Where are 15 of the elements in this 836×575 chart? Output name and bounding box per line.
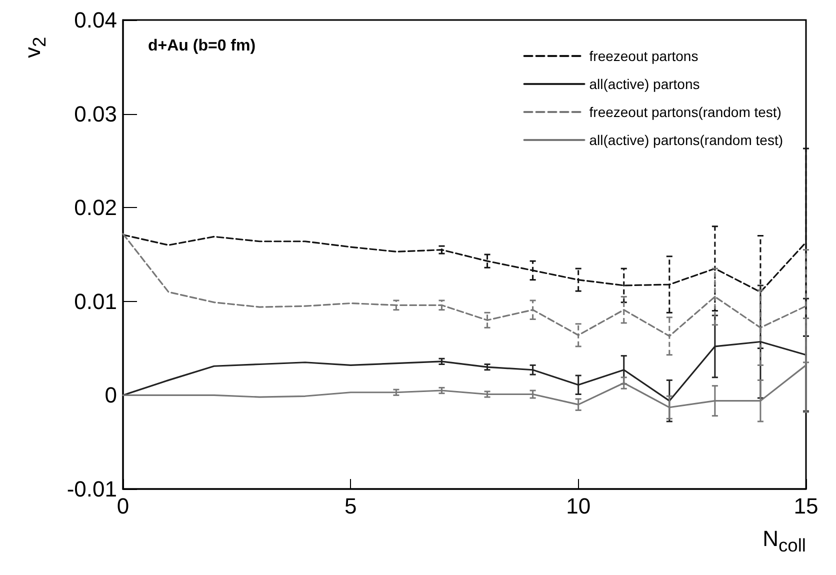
x-tick-label: 10: [566, 494, 591, 518]
y-tick-label: -0.01: [66, 476, 117, 502]
x-tick-label: 15: [794, 494, 818, 518]
x-tick-label: 5: [344, 494, 357, 518]
y-tick-label: 0.04: [74, 8, 117, 32]
legend-label: all(active) partons(random test): [589, 132, 784, 148]
y-tick-label: 0.03: [74, 101, 117, 126]
legend-label: freezeout partons: [589, 48, 698, 64]
y-tick-label: 0: [104, 382, 117, 408]
annotation: d+Au (b=0 fm): [148, 38, 256, 54]
legend-label: all(active) partons: [589, 76, 700, 92]
x-axis-title: N$_{coll}$: [762, 526, 806, 556]
y-tick-label: 0.01: [74, 288, 117, 314]
y-tick-label: 0.02: [74, 195, 117, 220]
legend-label: freezeout partons(random test): [589, 104, 782, 120]
